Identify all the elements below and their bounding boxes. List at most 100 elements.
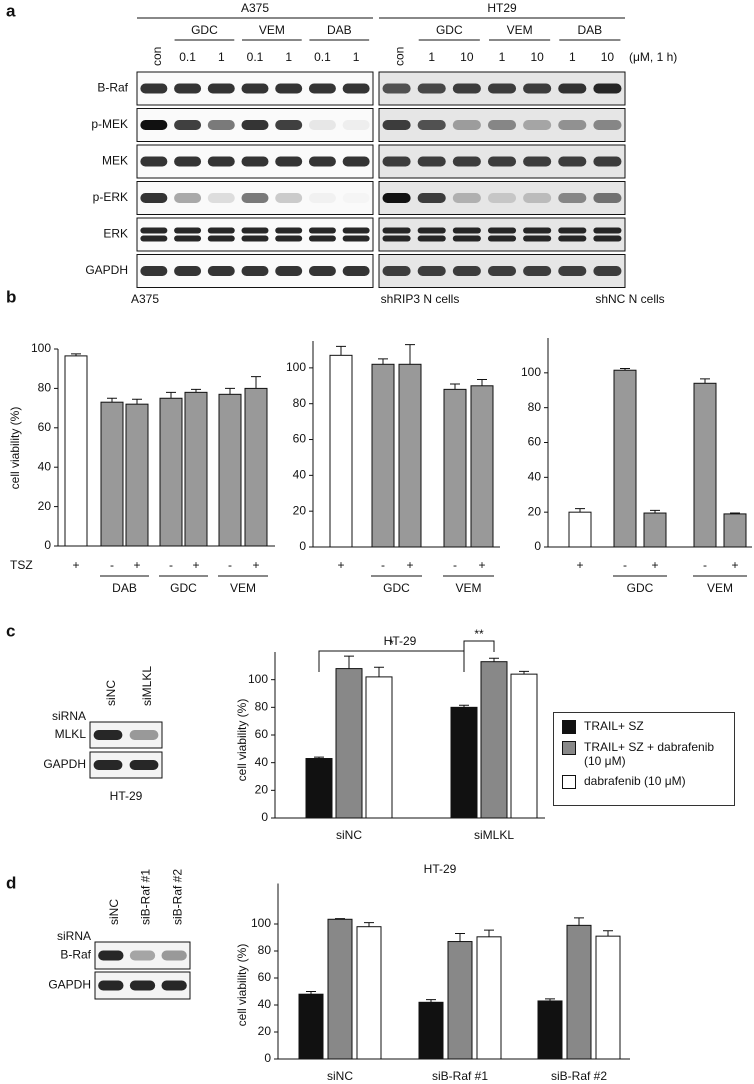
bar (613, 369, 637, 548)
band (417, 156, 446, 167)
x-tick-label: - (228, 558, 232, 572)
y-tick-label: 20 (528, 504, 542, 518)
bar (723, 513, 747, 548)
band (487, 120, 517, 130)
error-bar (132, 398, 142, 405)
y-tick-label: 100 (248, 672, 268, 686)
lane-label: siNC (104, 680, 118, 706)
bar (566, 924, 592, 1060)
y-tick-label: 0 (261, 810, 268, 824)
band (241, 156, 269, 167)
band (593, 227, 622, 234)
row-label: TSZ (10, 558, 33, 572)
lane-label: con (150, 47, 164, 66)
error-bar (700, 378, 710, 384)
group-label: DAB (112, 581, 137, 595)
band (275, 156, 303, 167)
band (487, 227, 517, 234)
band (308, 120, 336, 130)
y-tick-label: 100 (31, 341, 51, 355)
x-tick-label: + (192, 558, 199, 572)
bar (335, 668, 363, 819)
legend-label: TRAIL+ SZ + dabrafenib (10 μM) (584, 740, 715, 768)
band (523, 156, 552, 167)
legend: TRAIL+ SZ TRAIL+ SZ + dabrafenib (10 μM) d… (553, 712, 735, 806)
row-label: ERK (103, 227, 128, 241)
band (342, 227, 370, 234)
bar (398, 363, 422, 548)
y-tick-label: 100 (521, 365, 541, 379)
band (452, 227, 481, 234)
error-bar (545, 998, 555, 1001)
panel-label: a (6, 1, 16, 20)
error-bar (455, 932, 465, 942)
bar (476, 936, 502, 1060)
band (98, 980, 124, 991)
band (174, 120, 202, 130)
y-tick-label: 80 (528, 400, 542, 414)
y-tick-label: 0 (264, 1051, 271, 1065)
bar (100, 401, 124, 547)
band (593, 235, 622, 242)
band (342, 156, 370, 167)
band (342, 266, 370, 276)
bar (568, 511, 592, 548)
lane-label: 0.1 (314, 50, 331, 64)
significance-label: ** (474, 627, 484, 641)
x-tick-label: - (110, 558, 114, 572)
x-tick-label: + (72, 558, 79, 572)
lane-label: 10 (530, 50, 544, 64)
error-bar (519, 670, 529, 675)
y-tick-label: 100 (286, 360, 306, 374)
legend-swatch (562, 720, 576, 734)
band (140, 83, 168, 94)
bar (371, 363, 395, 548)
error-bar (484, 929, 494, 937)
error-bar (650, 509, 660, 514)
chart-title: HT-29 (424, 862, 457, 876)
group-label: GDC (627, 581, 654, 595)
bar (244, 387, 268, 547)
band (207, 266, 235, 276)
bar (365, 676, 393, 819)
lane-label: siB-Raf #1 (139, 869, 153, 925)
band (452, 193, 481, 203)
band (558, 83, 587, 94)
bar (329, 354, 353, 548)
band (342, 235, 370, 242)
y-tick-label: 20 (258, 1024, 272, 1038)
drug-label: DAB (327, 23, 352, 37)
band (174, 193, 202, 203)
bar (443, 388, 467, 548)
y-axis-label: cell viability (%) (235, 944, 249, 1027)
bar (218, 393, 242, 547)
x-tick-label: + (337, 558, 344, 572)
lane-label: 1 (285, 50, 292, 64)
error-bar (71, 353, 81, 356)
band (140, 266, 168, 276)
band (523, 193, 552, 203)
error-bar (603, 930, 613, 937)
band (174, 266, 202, 276)
error-bar (489, 657, 499, 662)
band (174, 83, 202, 94)
band (275, 83, 303, 94)
row-label: B-Raf (97, 81, 128, 95)
sirna-label: siRNA (57, 929, 91, 943)
band (275, 235, 303, 242)
band (129, 950, 156, 961)
band (207, 83, 235, 94)
band (129, 760, 159, 770)
row-label: p-ERK (93, 190, 128, 204)
lane-label: siNC (107, 899, 121, 925)
lane-label: 1 (499, 50, 506, 64)
lane-label: siB-Raf #2 (170, 869, 184, 925)
lane-label: 1 (569, 50, 576, 64)
band (452, 156, 481, 167)
band (523, 120, 552, 130)
bar (470, 385, 494, 548)
band (129, 980, 156, 991)
y-tick-label: 80 (293, 396, 307, 410)
bar (305, 758, 333, 819)
bar (450, 706, 478, 819)
